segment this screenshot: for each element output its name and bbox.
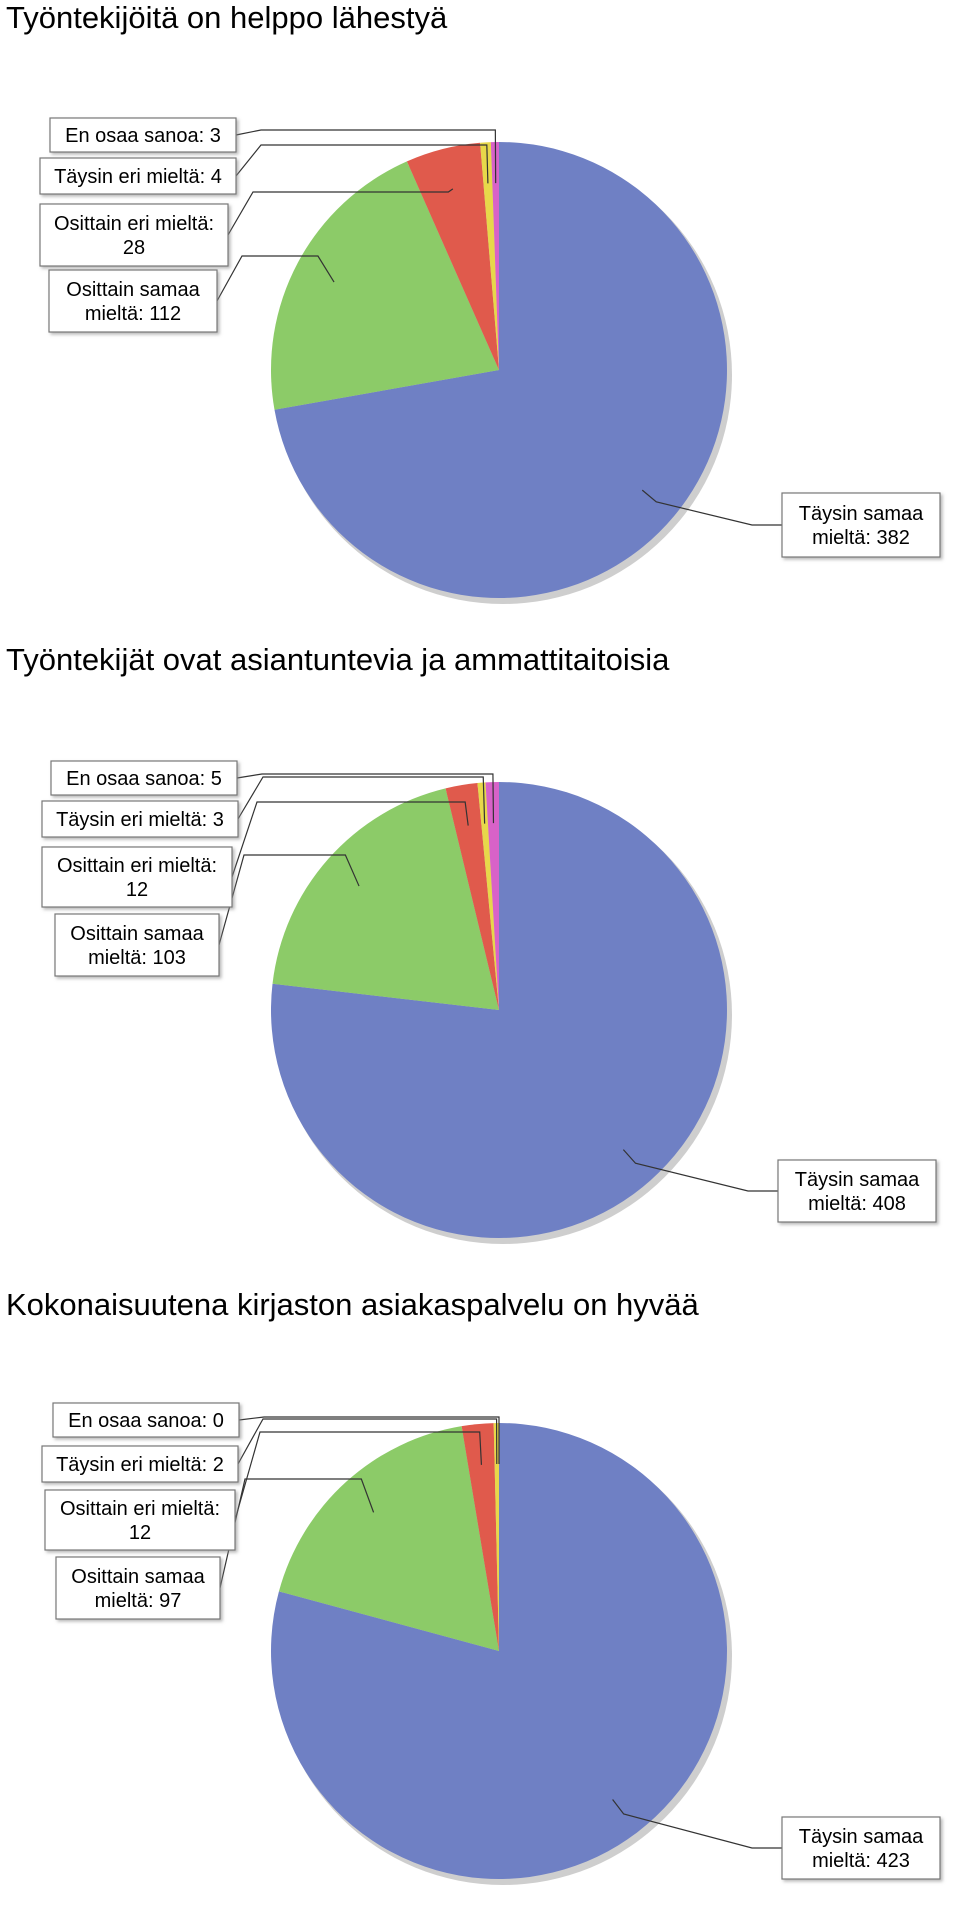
leader-line [216,255,335,302]
leader-line [236,773,495,824]
pie-slices [271,142,727,598]
pie-slice-osittain-samaa-mielta [278,1426,499,1651]
leader-line [641,489,782,526]
pie-slice-osittain-samaa-mielta [272,788,499,1010]
pie-slice-taysin-eri-mielta [477,782,499,1010]
slice-label: mieltä: 408 [808,1193,906,1215]
pie-slice-taysin-samaa-mielta [271,782,728,1238]
slice-label: mieltä: 112 [85,303,181,325]
slice-label: Täysin samaa [799,503,924,525]
slice-label: Täysin samaa [795,1169,920,1191]
leader-line [234,1431,483,1521]
label-box [41,1445,239,1483]
label-box [777,1159,937,1223]
leader-line [237,776,486,824]
slice-label: Täysin samaa [799,1826,924,1848]
slice-label: Osittain samaa [66,279,200,301]
slice-label: Osittain eri mieltä: [60,1498,220,1520]
chart-title: Työntekijöitä on helppo lähestyä [6,0,448,35]
pie-slice-taysin-eri-mielta [480,142,499,370]
pie-slice-taysin-samaa-mielta [274,142,727,598]
slice-label: Osittain samaa [70,923,204,945]
pie-slice-osittain-eri-mielta [406,142,499,370]
leader-lines [216,129,782,526]
label-box [48,269,218,333]
slice-label: Täysin eri mieltä: 4 [54,166,222,188]
slice-label: En osaa sanoa: 3 [65,125,221,147]
label-box [52,1402,240,1438]
pie-slice-en-osaa-sanoa [490,142,499,370]
slice-label: En osaa sanoa: 5 [66,768,222,790]
slice-label: En osaa sanoa: 0 [68,1410,224,1432]
leader-line [237,1418,498,1465]
leader-line [227,188,454,236]
leader-line [612,1799,782,1849]
pie-slice-taysin-eri-mielta [493,1423,499,1651]
slice-label: Täysin eri mieltä: 3 [56,809,224,831]
chart-title: Työntekijät ovat asiantuntevia ja ammatt… [6,642,670,677]
pie-slices [271,782,728,1238]
label-box [781,492,941,558]
slice-label: 12 [126,879,148,901]
label-box [50,760,238,796]
pie-slices [271,1423,727,1879]
label-box [39,203,229,267]
label-box [49,117,237,153]
label-box [54,913,220,977]
label-box [39,157,237,195]
leader-line [238,1416,500,1465]
leader-line [231,801,469,878]
chart-title: Kokonaisuutena kirjaston asiakaspalvelu … [6,1287,699,1322]
pie-slice-en-osaa-sanoa [485,782,499,1010]
slice-label: Osittain samaa [71,1566,205,1588]
pie-slice-osittain-eri-mielta [445,783,499,1010]
pie-slice-osittain-samaa-mielta [271,161,499,410]
pie-slice-osittain-eri-mielta [461,1423,499,1651]
label-box [44,1489,236,1551]
chart-section-3: Kokonaisuutena kirjaston asiakaspalvelu … [0,1287,960,1927]
label-box [55,1556,221,1620]
leader-line [235,144,489,184]
slice-label: mieltä: 423 [812,1850,910,1872]
leader-line [235,129,497,184]
label-box [41,800,239,838]
slice-label: 28 [123,237,145,259]
chart-section-2: Työntekijät ovat asiantuntevia ja ammatt… [0,642,960,1282]
slice-label: 12 [129,1522,151,1544]
slice-label: mieltä: 382 [812,527,910,549]
slice-label: mieltä: 103 [88,947,186,969]
slice-label: mieltä: 97 [95,1590,182,1612]
leader-line [622,1149,778,1192]
chart-section-1: Työntekijöitä on helppo lähestyä Täysin … [0,0,960,640]
leader-lines [218,773,778,1192]
label-box [41,846,233,908]
slice-label: Osittain eri mieltä: [54,213,214,235]
slice-label: Osittain eri mieltä: [57,855,217,877]
slice-label: Täysin eri mieltä: 2 [56,1454,224,1476]
